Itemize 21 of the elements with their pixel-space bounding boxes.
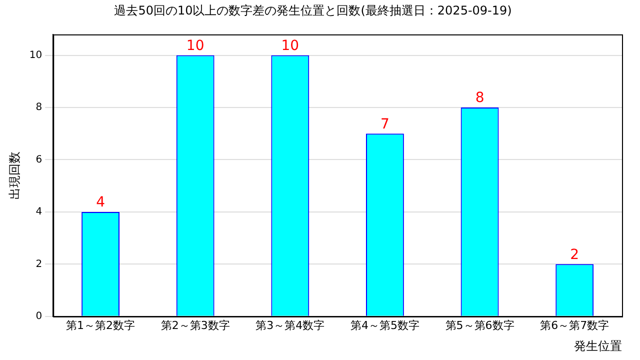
data-label: 8	[475, 90, 484, 106]
x-tick-label: 第3～第4数字	[256, 318, 325, 332]
data-label: 10	[186, 38, 204, 54]
y-tick-label: 4	[36, 206, 42, 218]
chart-title: 過去50回の10以上の数字差の発生位置と回数(最終抽選日：2025-09-19)	[114, 3, 512, 18]
x-tick-label: 第6～第7数字	[540, 318, 610, 332]
x-tick-label: 第4～第5数字	[350, 318, 420, 332]
data-label: 4	[96, 194, 106, 211]
x-tick-label: 第2～第3数字	[160, 318, 230, 332]
x-tick-label: 第5～第6数字	[445, 318, 514, 332]
x-axis-title: 発生位置	[574, 338, 622, 353]
data-label: 10	[281, 38, 300, 54]
y-tick-label: 8	[36, 102, 42, 114]
y-tick-label: 0	[36, 310, 42, 322]
x-tick-label: 第1～第2数字	[66, 318, 136, 332]
y-axis-title: 出現回数	[7, 151, 22, 200]
data-label: 7	[380, 116, 390, 132]
data-label: 2	[570, 246, 580, 263]
y-tick-label: 2	[36, 258, 42, 270]
y-tick-label: 6	[36, 154, 42, 166]
y-tick-label: 10	[29, 50, 42, 61]
